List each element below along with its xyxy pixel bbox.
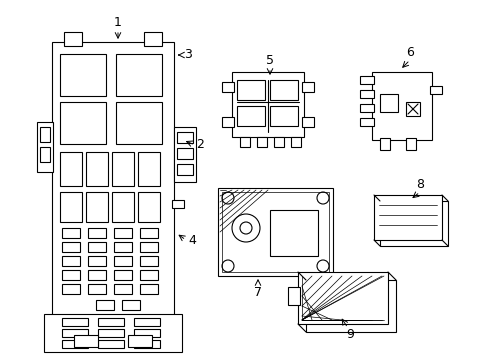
Bar (273, 137, 284, 147)
Bar (62, 256, 80, 266)
Bar (62, 270, 80, 280)
Bar (88, 228, 106, 238)
Text: 6: 6 (405, 45, 413, 58)
Bar (60, 192, 82, 222)
Bar (297, 272, 387, 324)
Bar (177, 164, 193, 175)
Text: 5: 5 (265, 54, 273, 67)
Bar (177, 132, 193, 143)
Bar (140, 242, 158, 252)
Bar (359, 90, 373, 98)
Bar (140, 284, 158, 294)
Bar (373, 195, 441, 240)
Bar (116, 102, 162, 144)
Bar (62, 318, 88, 326)
Text: 2: 2 (196, 139, 203, 152)
Bar (98, 340, 124, 348)
Bar (257, 137, 266, 147)
Bar (379, 201, 447, 246)
Bar (287, 287, 299, 305)
Bar (112, 192, 134, 222)
Bar (140, 270, 158, 280)
Text: 3: 3 (183, 49, 192, 62)
Bar (237, 80, 264, 100)
Bar (60, 152, 82, 186)
Bar (222, 192, 328, 272)
Bar (305, 280, 395, 332)
Bar (140, 256, 158, 266)
Bar (269, 210, 317, 256)
Bar (62, 329, 88, 337)
Bar (405, 102, 419, 116)
Text: 1: 1 (114, 15, 122, 28)
Bar (60, 54, 106, 96)
Bar (290, 137, 301, 147)
Bar (98, 318, 124, 326)
Bar (37, 122, 53, 172)
Bar (40, 147, 50, 162)
Bar (114, 284, 132, 294)
Bar (134, 318, 160, 326)
Bar (62, 284, 80, 294)
Bar (74, 335, 98, 347)
Bar (269, 80, 297, 100)
Bar (359, 76, 373, 84)
Bar (96, 300, 114, 310)
Bar (62, 228, 80, 238)
Bar (64, 32, 82, 46)
Bar (88, 270, 106, 280)
Bar (112, 152, 134, 186)
Bar (60, 327, 80, 341)
Bar (134, 329, 160, 337)
Bar (44, 314, 182, 352)
Bar (429, 86, 441, 94)
Bar (114, 242, 132, 252)
Bar (116, 54, 162, 96)
Bar (222, 117, 234, 127)
Bar (88, 242, 106, 252)
Bar (128, 335, 152, 347)
Bar (134, 340, 160, 348)
Bar (359, 118, 373, 126)
Bar (143, 32, 162, 46)
Bar (177, 148, 193, 159)
Text: 7: 7 (253, 285, 262, 298)
Bar (405, 138, 415, 150)
Text: 4: 4 (188, 234, 196, 247)
Bar (86, 152, 108, 186)
Bar (88, 284, 106, 294)
Bar (62, 340, 88, 348)
Bar (114, 256, 132, 266)
Bar (359, 104, 373, 112)
Bar (40, 127, 50, 142)
Bar (240, 137, 249, 147)
Bar (174, 127, 196, 182)
Text: 8: 8 (415, 177, 423, 190)
Bar (379, 138, 389, 150)
Bar (379, 94, 397, 112)
Bar (302, 82, 313, 92)
Bar (218, 188, 332, 276)
Bar (172, 200, 183, 208)
Bar (62, 242, 80, 252)
Bar (302, 117, 313, 127)
Bar (122, 300, 140, 310)
Bar (103, 327, 123, 341)
Bar (98, 329, 124, 337)
Bar (371, 72, 431, 140)
Bar (114, 228, 132, 238)
Bar (140, 228, 158, 238)
Bar (114, 270, 132, 280)
Bar (231, 72, 304, 137)
Bar (138, 192, 160, 222)
Bar (52, 42, 174, 327)
Bar (237, 106, 264, 126)
Bar (138, 152, 160, 186)
Bar (86, 192, 108, 222)
Bar (269, 106, 297, 126)
Bar (60, 102, 106, 144)
Bar (222, 82, 234, 92)
Text: 9: 9 (346, 328, 353, 342)
Bar (88, 256, 106, 266)
